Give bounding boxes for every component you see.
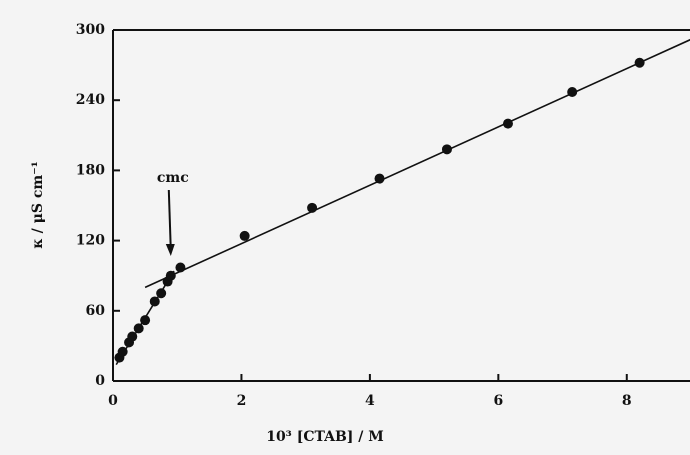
x-tick-label: 4 bbox=[365, 393, 375, 409]
data-point bbox=[150, 296, 160, 306]
data-point bbox=[134, 323, 144, 333]
data-point bbox=[240, 231, 250, 241]
data-point bbox=[567, 87, 577, 97]
data-point bbox=[635, 58, 645, 68]
x-tick-label: 0 bbox=[108, 393, 118, 409]
annotation-arrow bbox=[169, 190, 171, 250]
y-tick-label: 120 bbox=[76, 233, 105, 249]
data-point bbox=[442, 144, 452, 154]
fit-line bbox=[145, 39, 690, 287]
y-tick-label: 60 bbox=[86, 303, 106, 319]
y-tick-label: 0 bbox=[95, 373, 105, 389]
y-tick-label: 300 bbox=[76, 22, 105, 38]
data-point bbox=[307, 203, 317, 213]
x-tick-label: 6 bbox=[493, 393, 503, 409]
page: 10³ [CTAB] / M κ / μS cm⁻¹ 0601201802403… bbox=[0, 0, 690, 455]
annotation-arrowhead bbox=[166, 244, 175, 256]
data-point bbox=[118, 347, 128, 357]
data-point bbox=[503, 119, 513, 129]
data-point bbox=[127, 332, 137, 342]
chart: 10³ [CTAB] / M κ / μS cm⁻¹ 0601201802403… bbox=[0, 0, 690, 455]
annotation: cmc bbox=[157, 170, 189, 186]
x-tick-label: 2 bbox=[237, 393, 247, 409]
y-tick-label: 240 bbox=[76, 92, 105, 108]
data-point bbox=[175, 263, 185, 273]
data-point bbox=[156, 288, 166, 298]
y-tick-label: 180 bbox=[76, 162, 105, 178]
x-tick-label: 8 bbox=[622, 393, 632, 409]
data-point bbox=[166, 271, 176, 281]
data-point bbox=[375, 174, 385, 184]
data-point bbox=[140, 315, 150, 325]
y-axis-label: κ / μS cm⁻¹ bbox=[30, 161, 46, 248]
x-axis-label: 10³ [CTAB] / M bbox=[266, 429, 384, 445]
